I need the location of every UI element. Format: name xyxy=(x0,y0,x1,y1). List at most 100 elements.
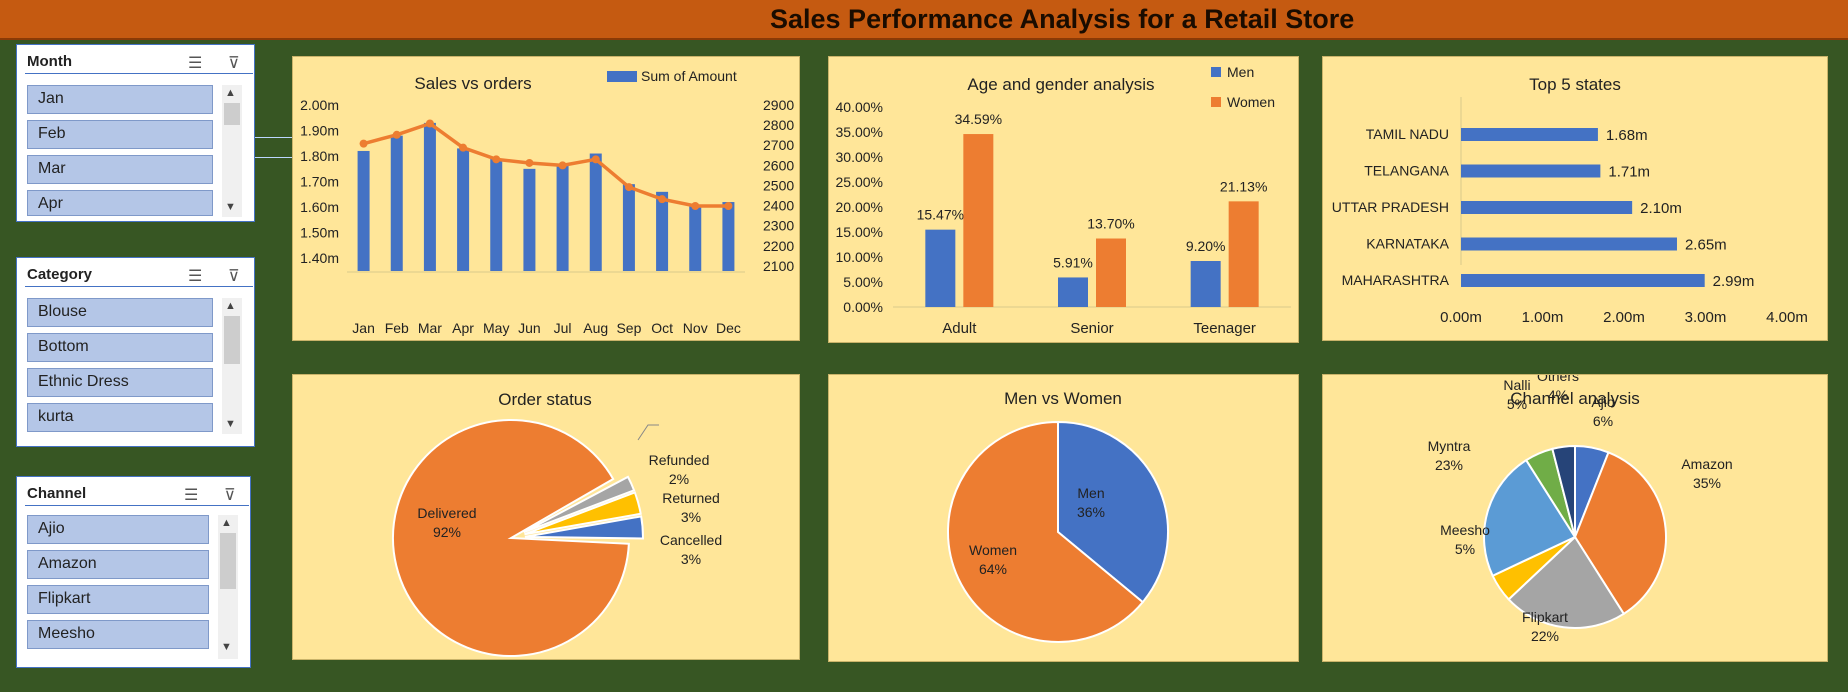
pie-slice xyxy=(1573,451,1667,616)
slicer-item[interactable]: Feb xyxy=(27,120,213,149)
legend-swatch xyxy=(1211,67,1221,77)
slice-label: Delivered xyxy=(417,505,476,521)
line-point xyxy=(558,161,567,170)
slicer-item[interactable]: Ethnic Dress xyxy=(27,368,213,397)
chevron-down-icon[interactable]: ▼ xyxy=(225,418,236,430)
slicer-item[interactable]: Bottom xyxy=(27,333,213,362)
slice-label: 92% xyxy=(433,524,461,540)
y-tick-label: 35.00% xyxy=(836,124,883,140)
bar xyxy=(1096,238,1126,307)
legend-label: Men xyxy=(1227,64,1254,80)
scrollbar[interactable]: ▲ ▼ xyxy=(222,85,242,217)
y-tick-label: 1.70m xyxy=(300,174,339,190)
slicer-item[interactable]: Flipkart xyxy=(27,585,209,614)
bar xyxy=(1461,201,1633,214)
y-tick-label: 40.00% xyxy=(836,99,883,115)
y-tick-label: 1.40m xyxy=(300,250,339,266)
x-tick-label: Aug xyxy=(583,320,608,336)
slicer-item[interactable]: Apr xyxy=(27,190,213,216)
chevron-up-icon[interactable]: ▲ xyxy=(225,87,236,99)
slicer-item[interactable]: Jan xyxy=(27,85,213,114)
orders-line xyxy=(363,121,729,208)
slice-label: 6% xyxy=(1593,413,1613,429)
data-label: 5.91% xyxy=(1053,254,1093,270)
slice-label: Cancelled xyxy=(660,532,722,548)
y2-tick-label: 2600 xyxy=(763,157,794,173)
data-label: 1.68m xyxy=(1606,127,1648,144)
multi-select-icon[interactable]: ☰ xyxy=(188,55,203,72)
y-tick-label: KARNATAKA xyxy=(1366,236,1449,252)
slicer-title: Month xyxy=(27,53,72,70)
slicer-title: Category xyxy=(27,266,93,283)
slice-label: 22% xyxy=(1531,628,1559,644)
pie-slice xyxy=(1057,420,1169,604)
x-tick-label: Jun xyxy=(518,320,541,336)
slicer-header: Month ☰ ⊽ xyxy=(25,51,253,74)
slice-label: Men xyxy=(1077,485,1104,501)
slicer-category[interactable]: Category ☰ ⊽ Blouse Bottom Ethnic Dress … xyxy=(16,257,255,447)
slicer-item[interactable]: Amazon xyxy=(27,550,209,579)
multi-select-icon[interactable]: ☰ xyxy=(184,487,199,504)
multi-select-icon[interactable]: ☰ xyxy=(188,268,203,285)
line-point xyxy=(624,183,633,192)
x-tick-label: Nov xyxy=(683,320,708,336)
line-point xyxy=(359,139,368,148)
x-tick-label: Adult xyxy=(942,320,977,337)
chevron-up-icon[interactable]: ▲ xyxy=(221,517,232,529)
slice-label: 23% xyxy=(1435,457,1463,473)
clear-filter-icon[interactable]: ⊽ xyxy=(228,268,240,285)
scrollbar[interactable]: ▲ ▼ xyxy=(218,515,238,659)
slicer-header: Channel ☰ ⊽ xyxy=(25,483,249,506)
slice-label: Others xyxy=(1537,375,1579,384)
y-tick-label: 1.80m xyxy=(300,148,339,164)
pie-slice xyxy=(523,475,636,534)
data-label: 34.59% xyxy=(955,111,1002,127)
chevron-down-icon[interactable]: ▼ xyxy=(225,201,236,213)
x-tick-label: Oct xyxy=(651,320,673,336)
x-tick-label: 2.00m xyxy=(1603,309,1645,326)
chart-panel-men-women[interactable]: Men vs Women Men 36% Women 64% xyxy=(828,374,1299,662)
chart-panel-order-status[interactable]: Order status Delivered 92% Refunded 2% Return… xyxy=(292,374,800,660)
chevron-up-icon[interactable]: ▲ xyxy=(225,300,236,312)
slicer-item[interactable]: Meesho xyxy=(27,620,209,649)
slicer-item[interactable]: Blouse xyxy=(27,298,213,327)
chart-panel-sales-orders[interactable]: Sales vs orders Sum of Amount 2.00m 1.90m 1.… xyxy=(292,56,800,341)
line-point xyxy=(459,143,468,152)
chart-panel-channel[interactable]: Channel analysis Ajio 6% Amazon 35% Flipkart 2… xyxy=(1322,368,1828,662)
slicer-channel[interactable]: Channel ☰ ⊽ Ajio Amazon Flipkart Meesho … xyxy=(16,476,251,668)
slice-label: Meesho xyxy=(1440,522,1490,538)
slicer-item[interactable]: kurta xyxy=(27,403,213,432)
slicer-item[interactable]: Ajio xyxy=(27,515,209,544)
line-point xyxy=(724,202,733,211)
chart-panel-age-gender[interactable]: Age and gender analysis Men Women 40.00% 35.… xyxy=(828,56,1299,343)
slice-label: 3% xyxy=(681,551,701,567)
scrollbar-thumb[interactable] xyxy=(224,316,240,364)
slice-label: Myntra xyxy=(1428,438,1471,454)
scrollbar[interactable]: ▲ ▼ xyxy=(222,298,242,434)
y2-tick-label: 2100 xyxy=(763,258,794,274)
y-tick-label: 1.90m xyxy=(300,123,339,139)
chart-panel-top-states[interactable]: Top 5 states TAMIL NADU 1.68m TELANGANA 1.71… xyxy=(1322,56,1828,341)
x-tick-label: Mar xyxy=(418,320,442,336)
scrollbar-thumb[interactable] xyxy=(224,103,240,125)
clear-filter-icon[interactable]: ⊽ xyxy=(228,55,240,72)
age-gender-chart: Age and gender analysis Men Women 40.00% 35.… xyxy=(836,64,1291,337)
scrollbar-thumb[interactable] xyxy=(220,533,236,589)
slice-label: 3% xyxy=(681,509,701,525)
slice-label: 4% xyxy=(1548,387,1568,403)
line-point xyxy=(591,155,600,164)
clear-filter-icon[interactable]: ⊽ xyxy=(224,487,236,504)
slice-label: 5% xyxy=(1507,396,1527,412)
slice-label: 64% xyxy=(979,561,1007,577)
slicer-month[interactable]: Month ☰ ⊽ Jan Feb Mar Apr ▲ ▼ xyxy=(16,44,255,222)
chart-title: Channel analysis xyxy=(1510,389,1639,408)
slice-label: Returned xyxy=(662,490,720,506)
bar xyxy=(622,184,635,271)
slicer-item[interactable]: Mar xyxy=(27,155,213,184)
slice-label: Amazon xyxy=(1681,456,1732,472)
chevron-down-icon[interactable]: ▼ xyxy=(221,641,232,653)
y2-tick-label: 2400 xyxy=(763,198,794,214)
data-label: 1.71m xyxy=(1608,164,1650,181)
bar xyxy=(722,202,735,271)
y-tick-label: 1.60m xyxy=(300,199,339,215)
